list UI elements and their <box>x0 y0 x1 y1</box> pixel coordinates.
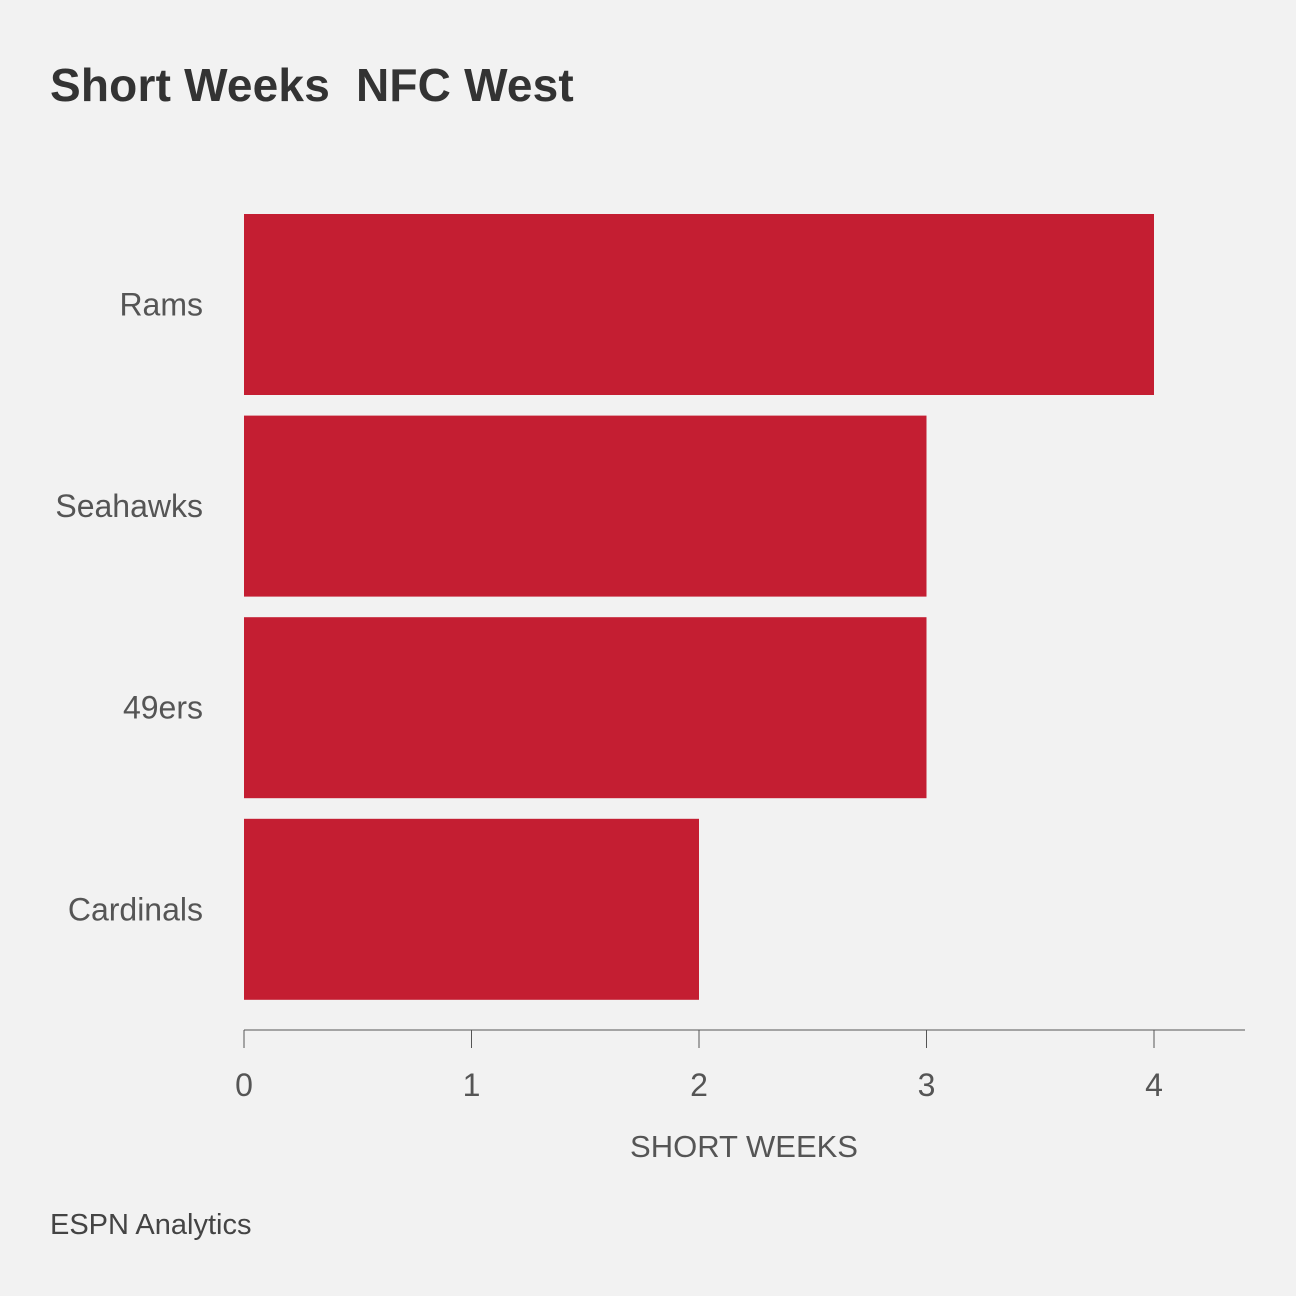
category-label: Seahawks <box>55 488 203 524</box>
bar-49ers <box>244 617 927 799</box>
bar-cardinals <box>244 818 699 1000</box>
category-label: Rams <box>119 287 203 323</box>
x-axis-label: SHORT WEEKS <box>630 1129 858 1164</box>
category-labels: Rams Seahawks 49ers Cardinals <box>55 287 203 928</box>
x-tick-label: 1 <box>463 1067 481 1103</box>
x-tick-label: 2 <box>690 1067 708 1103</box>
x-tick-label: 0 <box>235 1067 253 1103</box>
bar-rams <box>244 214 1154 395</box>
x-axis: 0 1 2 3 4 <box>235 1029 1245 1103</box>
bars-group <box>244 214 1154 1000</box>
x-tick-label: 3 <box>918 1067 936 1103</box>
source-note: ESPN Analytics <box>50 1209 252 1241</box>
category-label: Cardinals <box>68 891 203 927</box>
bar-seahawks <box>244 415 927 597</box>
chart-title: Short Weeks NFC West <box>50 59 574 111</box>
x-tick-label: 4 <box>1145 1067 1163 1103</box>
category-label: 49ers <box>123 690 203 726</box>
